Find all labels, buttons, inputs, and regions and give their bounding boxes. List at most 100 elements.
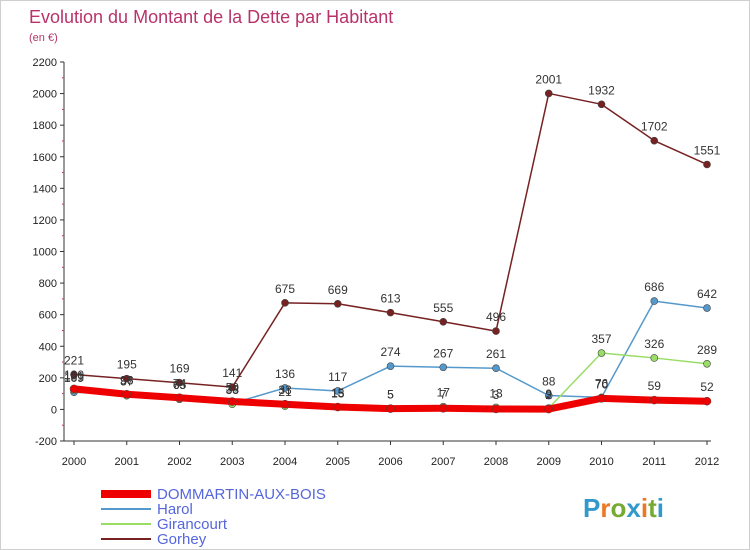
legend-label: Harol xyxy=(157,501,193,518)
data-label: 117 xyxy=(328,370,347,384)
legend-label: Gorhey xyxy=(157,531,207,548)
data-point xyxy=(492,327,500,335)
data-label: 496 xyxy=(486,310,506,324)
x-tick-label: 2009 xyxy=(537,456,561,468)
data-label: 555 xyxy=(433,301,453,315)
data-point xyxy=(69,384,79,394)
data-label: 2 xyxy=(545,388,552,402)
data-point xyxy=(386,404,395,413)
data-label: 686 xyxy=(644,280,664,294)
data-label: 74 xyxy=(173,377,187,391)
data-point xyxy=(650,395,659,405)
data-label: 13 xyxy=(489,386,503,400)
data-label: 87 xyxy=(120,375,134,389)
data-label: 17 xyxy=(437,386,451,400)
data-label: 267 xyxy=(433,346,453,360)
data-label: 59 xyxy=(648,379,662,393)
data-point xyxy=(597,349,606,357)
y-tick-label: 1200 xyxy=(33,215,57,227)
legend-label: Girancourt xyxy=(157,516,228,533)
data-label: 52 xyxy=(700,380,714,394)
data-label: 5 xyxy=(387,388,394,402)
data-point xyxy=(544,391,553,400)
data-label: 130 xyxy=(64,368,84,382)
data-label: 13 xyxy=(331,386,345,400)
data-label: 33 xyxy=(278,383,292,397)
data-point xyxy=(491,404,501,414)
axes: -200 0 200 400 600 800 1000 1200 1400 1600 1800 200… xyxy=(33,57,720,468)
data-label: 9 xyxy=(545,387,552,401)
data-point xyxy=(703,304,711,312)
data-point xyxy=(544,404,553,414)
data-point xyxy=(281,299,289,307)
x-tick-label: 2012 xyxy=(695,456,719,468)
data-label: 109 xyxy=(64,371,84,385)
data-point xyxy=(122,390,131,399)
data-label: 642 xyxy=(697,287,717,301)
x-tick-label: 2002 xyxy=(167,456,191,468)
data-label: 675 xyxy=(275,282,295,296)
data-point xyxy=(492,364,500,373)
y-tick-label: 200 xyxy=(39,373,57,385)
data-point xyxy=(544,89,553,98)
data-point xyxy=(228,383,237,391)
data-label: 76 xyxy=(595,376,609,390)
data-label: 38 xyxy=(226,382,240,396)
data-label: 274 xyxy=(380,345,400,359)
data-point xyxy=(228,397,237,406)
y-tick-label: 1600 xyxy=(33,152,57,164)
data-point xyxy=(280,399,290,409)
chart-title: Evolution du Montant de la Dette par Hab… xyxy=(29,7,393,27)
data-point xyxy=(386,308,395,317)
data-point xyxy=(597,394,606,403)
x-tick-label: 2007 xyxy=(431,456,455,468)
series-lines xyxy=(69,89,712,414)
data-label: 169 xyxy=(169,362,189,376)
data-point xyxy=(650,136,659,145)
data-label: 15 xyxy=(331,386,345,400)
data-label: 21 xyxy=(278,385,292,399)
data-point xyxy=(703,359,711,368)
y-tick-label: 1000 xyxy=(33,247,57,259)
x-tick-label: 2006 xyxy=(378,456,402,468)
x-tick-label: 2003 xyxy=(220,456,244,468)
data-point xyxy=(703,160,711,169)
chart-subtitle: (en €) xyxy=(29,32,58,44)
data-label: 221 xyxy=(64,354,84,368)
data-label: 33 xyxy=(226,383,240,397)
y-tick-label: 0 xyxy=(51,404,57,416)
data-label: 289 xyxy=(697,343,717,357)
data-label: 3 xyxy=(493,388,500,402)
data-label: 357 xyxy=(591,332,611,346)
data-point xyxy=(333,387,342,395)
data-label: 261 xyxy=(486,347,506,361)
data-point xyxy=(439,317,448,326)
x-tick-label: 2005 xyxy=(326,456,350,468)
x-tick-label: 2010 xyxy=(589,456,613,468)
y-tick-label: 1800 xyxy=(33,120,57,132)
data-point xyxy=(175,378,184,387)
data-label: 96 xyxy=(120,373,134,387)
data-label: 613 xyxy=(380,292,400,306)
data-point xyxy=(70,370,78,379)
data-label: 2001 xyxy=(535,72,562,86)
data-point xyxy=(702,396,712,406)
legend-label: DOMMARTIN-AUX-BOIS xyxy=(157,486,326,503)
x-tick-label: 2000 xyxy=(62,456,86,468)
proxiti-logo: Proxiti xyxy=(583,493,664,523)
data-label: 88 xyxy=(542,375,556,389)
data-point xyxy=(597,100,606,109)
data-point xyxy=(333,402,342,412)
x-tick-label: 2004 xyxy=(273,456,297,468)
data-point xyxy=(333,299,342,308)
data-point xyxy=(175,393,184,402)
data-point xyxy=(650,354,659,362)
y-tick-label: 600 xyxy=(39,310,57,322)
data-point xyxy=(122,374,131,383)
data-point xyxy=(439,404,448,413)
data-label: 326 xyxy=(644,337,664,351)
